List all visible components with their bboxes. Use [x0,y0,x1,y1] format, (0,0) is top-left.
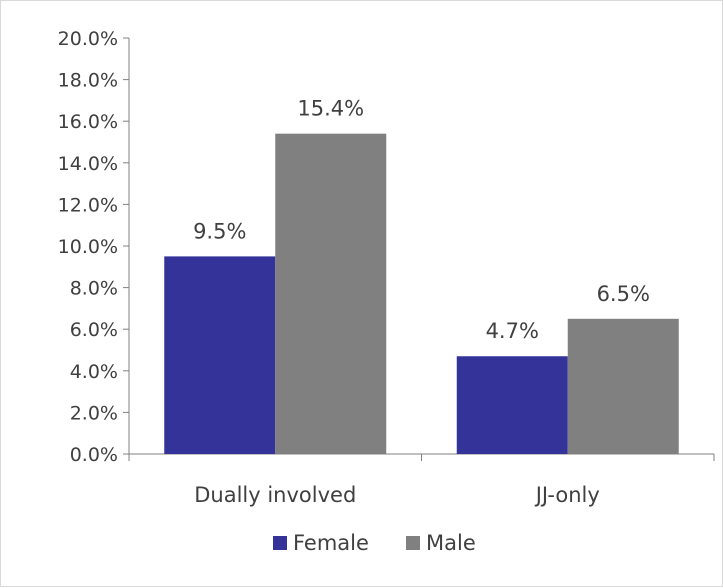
y-tick-label: 20.0% [58,28,118,50]
data-label-male-0: 15.4% [297,97,364,121]
bar-male-1 [567,318,679,454]
y-tick-label: 18.0% [58,70,118,92]
y-tick-label: 2.0% [70,402,118,424]
y-tick-label: 12.0% [58,194,118,216]
data-label-female-0: 9.5% [193,219,246,243]
x-category-label: JJ-only [534,483,600,507]
data-label-male-1: 6.5% [597,282,650,306]
y-tick-label: 0.0% [70,444,118,466]
legend-label-male: Male [426,531,476,555]
legend-label-female: Female [293,531,369,555]
legend-swatch-female [273,536,287,550]
y-tick-label: 4.0% [70,361,118,383]
bar-male-0 [275,133,387,454]
y-tick-label: 6.0% [70,319,118,341]
y-tick-label: 16.0% [58,111,118,133]
bar-female-0 [164,256,276,454]
legend-swatch-male [406,536,420,550]
x-category-label: Dually involved [194,483,356,507]
y-tick-label: 10.0% [58,236,118,258]
y-tick-label: 8.0% [70,278,118,300]
data-label-female-1: 4.7% [486,319,539,343]
bar-female-1 [456,356,568,454]
y-tick-label: 14.0% [58,153,118,175]
